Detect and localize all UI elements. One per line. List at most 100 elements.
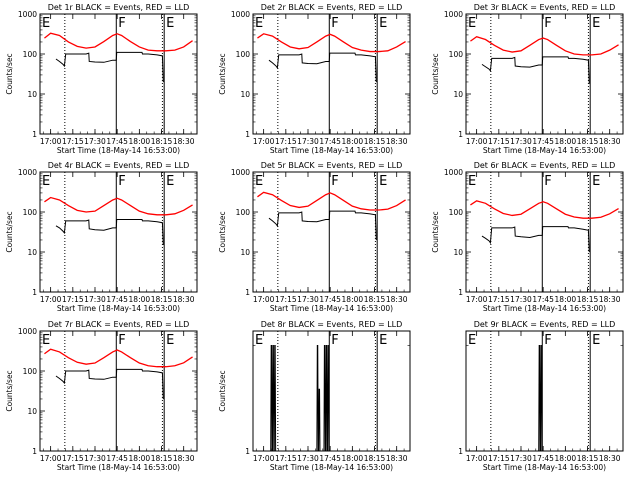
x-tick-label: 17:45 — [106, 454, 128, 463]
y-tick-label: 10 — [240, 90, 250, 99]
marker-label: E — [379, 174, 387, 189]
panel-title: Det 4r BLACK = Events, RED = LLD — [48, 161, 190, 170]
series-events-line — [55, 218, 164, 245]
x-tick-label: 17:15 — [62, 137, 84, 146]
x-tick-label: 17:15 — [275, 137, 297, 146]
y-tick-label: 1 — [245, 130, 250, 139]
y-tick-label: 100 — [449, 208, 464, 217]
x-tick-label: 17:30 — [510, 295, 532, 304]
x-tick-label: 18:00 — [129, 454, 151, 463]
x-tick-label: 18:00 — [129, 137, 151, 146]
x-axis-label: Start Time (18-May-14 16:53:00) — [57, 146, 180, 155]
series-lld-line — [470, 36, 619, 56]
x-tick-label: 18:15 — [577, 137, 599, 146]
x-tick-label: 18:30 — [173, 137, 195, 146]
x-tick-label: 18:15 — [577, 295, 599, 304]
y-tick-label: 10 — [453, 90, 463, 99]
x-tick-label: 17:00 — [40, 295, 62, 304]
x-tick-label: 17:15 — [62, 454, 84, 463]
x-tick-label: 17:15 — [488, 137, 510, 146]
corner-marker-label: E — [468, 174, 476, 189]
x-tick-label: 17:15 — [62, 295, 84, 304]
x-tick-label: 17:15 — [488, 454, 510, 463]
x-axis-label: Start Time (18-May-14 16:53:00) — [57, 304, 180, 313]
x-tick-label: 18:15 — [151, 137, 173, 146]
corner-marker-label: E — [255, 333, 263, 348]
series-lld-line — [257, 33, 406, 53]
y-tick-label: 10 — [240, 248, 250, 257]
marker-label: F — [331, 333, 338, 348]
corner-marker-label: E — [42, 174, 50, 189]
x-tick-label: 18:30 — [173, 295, 195, 304]
corner-marker-label: E — [468, 333, 476, 348]
x-axis-label: Start Time (18-May-14 16:53:00) — [270, 146, 393, 155]
y-tick-label: 1000 — [18, 327, 37, 336]
x-tick-label: 17:00 — [253, 454, 275, 463]
x-tick-label: 18:30 — [386, 454, 408, 463]
x-tick-label: 17:00 — [466, 295, 488, 304]
y-tick-label: 100 — [23, 208, 38, 217]
plot-frame — [252, 171, 411, 293]
y-tick-label: 100 — [236, 50, 251, 59]
x-tick-label: 18:30 — [599, 137, 621, 146]
panel-title: Det 7r BLACK = Events, RED = LLD — [48, 320, 190, 329]
x-tick-label: 18:00 — [129, 295, 151, 304]
panel-title: Det 6r BLACK = Events, RED = LLD — [474, 161, 616, 170]
x-tick-label: 17:45 — [106, 137, 128, 146]
x-tick-label: 18:15 — [151, 295, 173, 304]
series-events-line — [270, 345, 330, 451]
x-tick-label: 17:45 — [319, 137, 341, 146]
x-tick-label: 18:00 — [555, 454, 577, 463]
marker-label: E — [166, 16, 174, 31]
y-tick-label: 1 — [32, 447, 37, 456]
x-tick-label: 18:00 — [342, 454, 364, 463]
panel-title: Det 3r BLACK = Events, RED = LLD — [474, 3, 616, 12]
marker-label: E — [379, 16, 387, 31]
y-tick-label: 1000 — [18, 10, 37, 19]
x-tick-label: 17:30 — [510, 454, 532, 463]
plot-frame — [465, 13, 624, 135]
marker-label: F — [544, 174, 551, 189]
x-tick-label: 18:30 — [173, 454, 195, 463]
x-tick-label: 18:15 — [364, 454, 386, 463]
y-axis-label: Counts/sec — [5, 53, 14, 94]
y-tick-label: 10 — [27, 248, 37, 257]
x-axis-label: Start Time (18-May-14 16:53:00) — [483, 304, 606, 313]
x-tick-label: 17:15 — [488, 295, 510, 304]
y-tick-label: 1 — [32, 288, 37, 297]
y-axis-label: Counts/sec — [218, 370, 227, 411]
x-tick-label: 18:30 — [599, 295, 621, 304]
x-tick-label: 17:00 — [466, 454, 488, 463]
marker-label: F — [118, 16, 125, 31]
x-tick-label: 18:15 — [577, 454, 599, 463]
plot-frame — [465, 171, 624, 293]
y-tick-label: 1 — [245, 288, 250, 297]
x-tick-label: 17:45 — [319, 295, 341, 304]
x-tick-label: 18:30 — [386, 137, 408, 146]
series-lld-line — [44, 32, 193, 52]
x-tick-label: 17:15 — [275, 454, 297, 463]
plot-frame — [465, 330, 624, 452]
corner-marker-label: E — [42, 333, 50, 348]
x-tick-label: 17:15 — [275, 295, 297, 304]
x-axis-label: Start Time (18-May-14 16:53:00) — [483, 463, 606, 472]
x-tick-label: 17:45 — [532, 454, 554, 463]
y-tick-label: 1 — [245, 447, 250, 456]
x-tick-label: 17:30 — [84, 295, 106, 304]
y-tick-label: 1 — [458, 447, 463, 456]
panel-title: Det 5r BLACK = Events, RED = LLD — [261, 161, 403, 170]
x-tick-label: 17:00 — [40, 454, 62, 463]
x-tick-label: 17:30 — [297, 454, 319, 463]
marker-label: F — [331, 16, 338, 31]
series-events-line — [268, 52, 377, 82]
x-tick-label: 17:45 — [532, 137, 554, 146]
panel-title: Det 9r BLACK = Events, RED = LLD — [474, 320, 616, 329]
